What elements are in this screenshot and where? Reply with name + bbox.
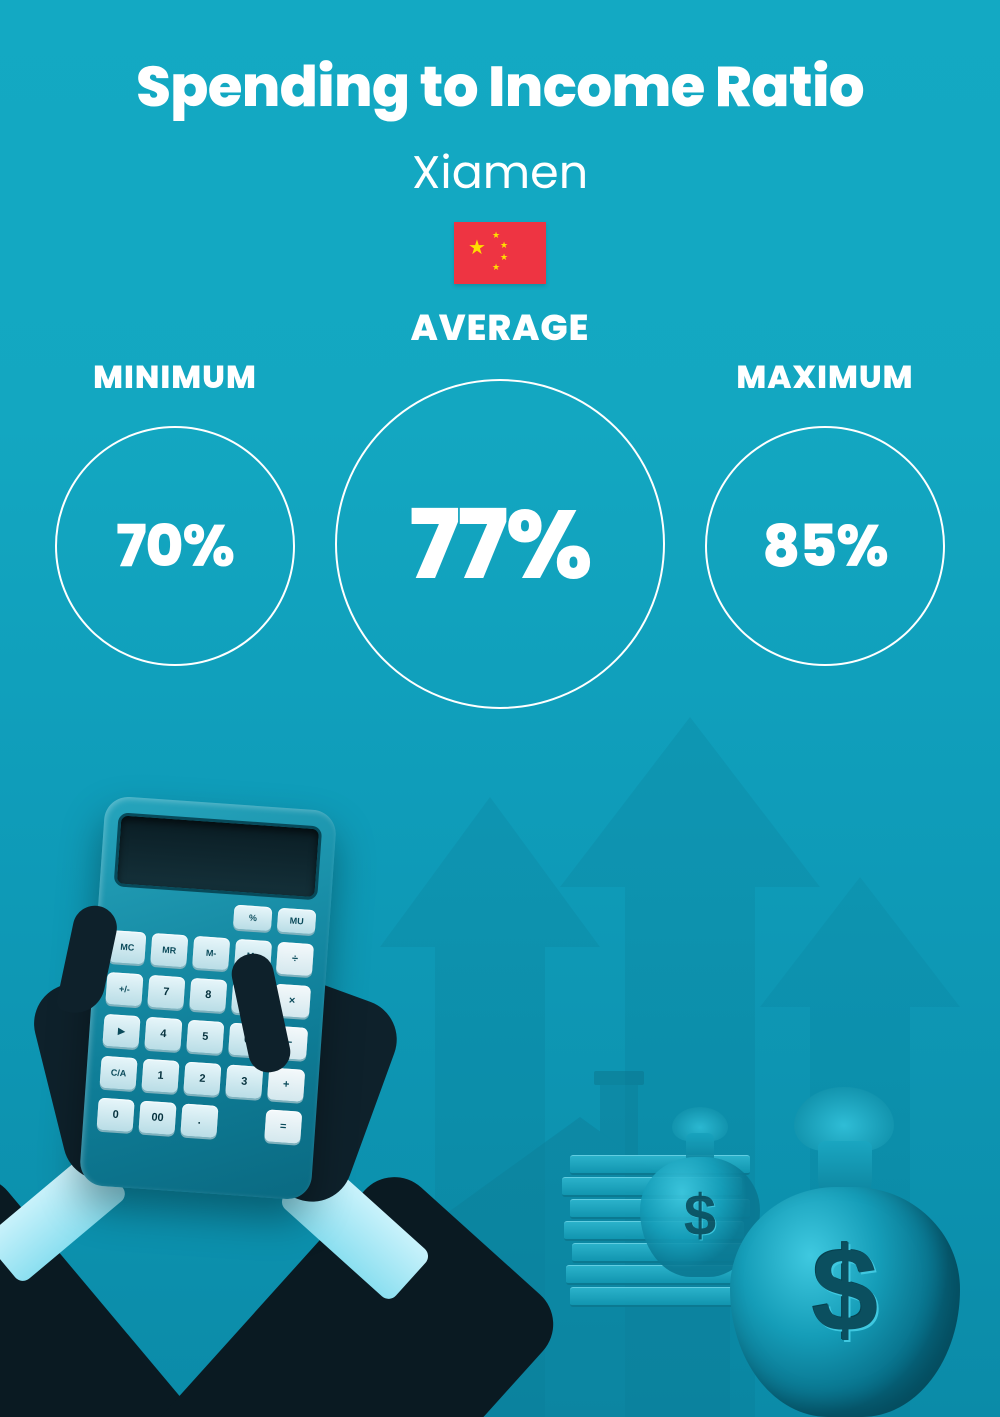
- stat-maximum-label: MAXIMUM: [736, 354, 913, 402]
- stat-maximum: MAXIMUM 85%: [705, 354, 945, 666]
- stat-average-label: AVERAGE: [411, 300, 590, 355]
- calc-key: 5: [186, 1020, 224, 1054]
- calc-key: 7: [147, 975, 185, 1009]
- calc-key: 1: [141, 1059, 179, 1093]
- money-bag-big-icon: $: [730, 1087, 960, 1417]
- china-flag-icon: ★ ★ ★ ★ ★: [454, 222, 546, 284]
- calc-key: MR: [150, 933, 188, 967]
- stat-average-circle: 77%: [335, 379, 665, 709]
- calc-key: .: [180, 1103, 218, 1137]
- stat-maximum-value: 85%: [762, 503, 887, 590]
- calc-key: %: [233, 905, 272, 932]
- calc-key: C/A: [99, 1056, 137, 1090]
- stat-minimum-circle: 70%: [55, 426, 295, 666]
- hands-holding-calculator-icon: % MU MC MR M- M+ ÷ +/- 7 8 9 ×: [0, 747, 490, 1417]
- calc-key: ÷: [276, 942, 314, 976]
- calc-key: 8: [189, 978, 227, 1012]
- dollar-sign-icon: $: [730, 1221, 960, 1359]
- infographic-container: Spending to Income Ratio Xiamen ★ ★ ★ ★ …: [0, 0, 1000, 1417]
- calc-key: MU: [277, 908, 316, 935]
- stats-row: MINIMUM 70% AVERAGE 77% MAXIMUM 85%: [0, 354, 1000, 709]
- calc-key: 0: [97, 1098, 135, 1132]
- calc-key: +: [267, 1067, 305, 1101]
- stat-minimum-label: MINIMUM: [93, 354, 257, 402]
- stat-maximum-circle: 85%: [705, 426, 945, 666]
- stat-minimum-value: 70%: [116, 503, 234, 590]
- calc-key: =: [264, 1109, 302, 1143]
- illustration-layer: $ $ % MU MC MR: [0, 717, 1000, 1417]
- calc-key: ▶: [102, 1014, 140, 1048]
- stat-minimum: MINIMUM 70%: [55, 354, 295, 666]
- stat-average: AVERAGE 77%: [335, 300, 665, 709]
- calc-key: +/-: [105, 972, 143, 1006]
- page-subtitle: Xiamen: [412, 139, 588, 208]
- calc-key: 00: [138, 1101, 176, 1135]
- stat-average-value: 77%: [409, 472, 590, 617]
- calc-key: 4: [144, 1017, 182, 1051]
- calculator-icon: % MU MC MR M- M+ ÷ +/- 7 8 9 ×: [79, 795, 338, 1200]
- calc-key: 2: [183, 1062, 221, 1096]
- calculator-screen: [114, 812, 323, 900]
- calc-key: M-: [192, 936, 230, 970]
- page-title: Spending to Income Ratio: [136, 44, 864, 129]
